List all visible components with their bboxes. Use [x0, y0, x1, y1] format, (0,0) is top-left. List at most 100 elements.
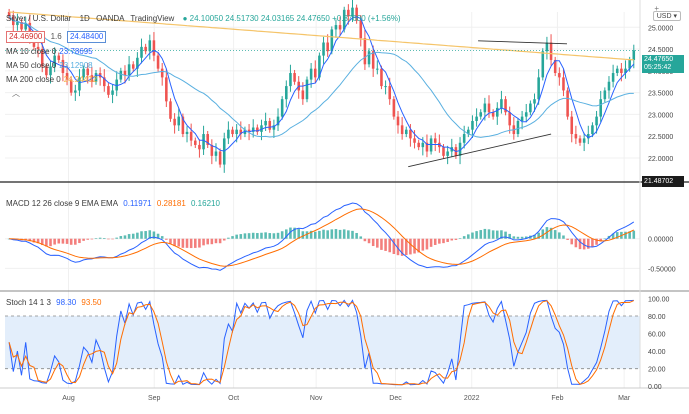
stoch-tick-label: 60.00 [648, 332, 666, 339]
price-tick-label: 25.0000 [648, 25, 673, 32]
ask-box[interactable]: 24.48400 [66, 31, 107, 43]
candle [293, 73, 296, 82]
candle [615, 68, 619, 74]
candle [194, 140, 197, 145]
macd-hist-bar [305, 231, 309, 239]
candle [160, 68, 164, 78]
stoch-d-value: 93.50 [81, 298, 102, 307]
collapse-chevron-icon[interactable]: ︿ [12, 89, 20, 98]
macd-hist-bar [595, 238, 598, 245]
candle [165, 77, 168, 102]
candle [313, 68, 317, 78]
candle [78, 77, 81, 91]
macd-hist-bar [297, 229, 300, 239]
macd-hist-bar [396, 238, 400, 256]
candle [491, 112, 495, 117]
macd-hist-bar [504, 231, 507, 239]
macd-hist-bar [107, 238, 110, 240]
candle [421, 142, 425, 148]
candle [500, 99, 503, 108]
macd-hist-bar [247, 233, 251, 239]
macd-hist-bar [413, 238, 416, 254]
macd-hist-bar [160, 236, 164, 239]
macd-hist-bar [235, 234, 238, 239]
add-indicator-icon[interactable]: + [654, 4, 659, 13]
time-tick-label: Sep [148, 395, 161, 402]
macd-hist-bar [123, 235, 127, 239]
candle [620, 68, 623, 74]
stoch-tick-label: 80.00 [648, 314, 666, 321]
macd-hist-bar [214, 238, 218, 244]
macd-hist-bar [628, 231, 631, 239]
macd-hist-bar [483, 228, 487, 239]
spread-value: 1.6 [50, 32, 62, 41]
price-tick-label: 24.5000 [648, 47, 673, 54]
currency-selector[interactable]: USD ▾ [652, 11, 681, 21]
candle [611, 73, 615, 82]
currency-label: USD [656, 13, 672, 20]
candle [599, 99, 602, 117]
macd-hist-bar [500, 230, 503, 239]
macd-hist-bar [222, 238, 226, 241]
candle [400, 125, 404, 135]
macd-hist-bar [632, 230, 636, 239]
axes: 25.000024.500024.000023.500023.000022.50… [0, 0, 689, 402]
macd-hist-bar [363, 238, 367, 242]
macd-hist-bar [177, 238, 181, 247]
ma10-value: 23.78695 [59, 47, 93, 56]
ma200-legend: MA 200 close 0 24.24432 [6, 75, 100, 84]
candle [309, 68, 313, 80]
candle [520, 116, 524, 121]
candle [570, 116, 574, 135]
macd-hist-bar [487, 229, 491, 239]
macd-hist-bar [198, 238, 201, 248]
macd-hist-bar [65, 238, 69, 244]
candle [74, 90, 77, 93]
macd-value: 0.11971 [123, 199, 152, 208]
candle [280, 99, 284, 117]
candle [239, 129, 243, 135]
macd-hist-bar [433, 238, 437, 245]
macd-hist-bar [599, 238, 602, 242]
macd-hist-bar [285, 229, 288, 239]
macd-hist-bar [409, 238, 412, 255]
candle [86, 68, 90, 76]
time-tick-label: Oct [228, 395, 239, 402]
candle [371, 51, 375, 69]
macd-hist-bar [450, 238, 454, 241]
bid-box[interactable]: 24.46900 [6, 31, 46, 43]
macd-hist-bar [313, 231, 317, 239]
bar-countdown: 05:25:42 [644, 64, 672, 71]
candle [562, 77, 565, 91]
ma200-value: 24.24432 [63, 75, 98, 84]
candle [334, 25, 338, 30]
macd-hist-bar [90, 238, 94, 240]
trendline-upper [478, 40, 567, 45]
macd-hist-bar [359, 236, 363, 239]
low-marker-value: 21.48702 [644, 178, 674, 185]
candle [347, 9, 350, 17]
macd-tick-label: 0.00000 [648, 237, 673, 244]
candle [177, 116, 181, 126]
candle [404, 129, 408, 135]
candle [107, 86, 110, 95]
macd-hist-bar [136, 232, 139, 239]
ma200-label: MA 200 close 0 [6, 75, 61, 84]
macd-hist-bar [202, 238, 205, 246]
candle [214, 151, 218, 156]
candle [607, 81, 611, 91]
macd-hist-bar [417, 238, 420, 253]
candle [487, 103, 491, 113]
macd-hist-bar [591, 238, 594, 248]
macd-hist-bar [32, 238, 36, 243]
candle [127, 64, 131, 76]
candle [272, 125, 276, 130]
symbol-name: Silver / U.S. Dollar [6, 14, 72, 23]
candle [516, 120, 520, 135]
macd-hist-bar [611, 233, 615, 239]
candle [355, 7, 358, 21]
stoch-tick-label: 0.00 [648, 384, 662, 391]
candle [20, 22, 23, 30]
macd-hist-bar [69, 238, 73, 245]
